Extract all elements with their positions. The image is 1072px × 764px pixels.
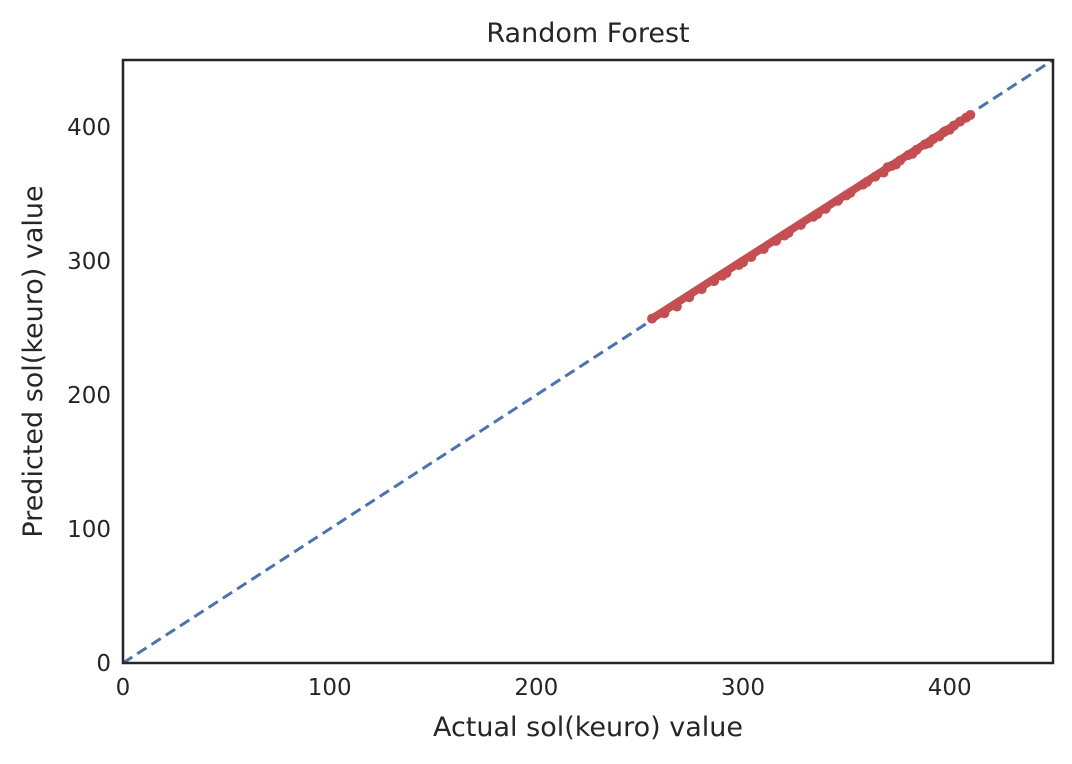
x-tick-label: 200 — [514, 675, 558, 701]
data-point — [721, 268, 732, 279]
y-tick-label: 300 — [67, 249, 111, 275]
x-axis-ticks: 0 100 200 300 400 — [116, 675, 972, 701]
data-point — [738, 257, 748, 268]
x-tick-label: 400 — [928, 675, 972, 701]
y-tick-label: 200 — [67, 383, 111, 409]
data-point — [895, 155, 906, 166]
x-tick-label: 0 — [116, 675, 131, 701]
x-tick-label: 100 — [308, 675, 352, 701]
data-point — [795, 219, 806, 230]
y-tick-label: 100 — [67, 517, 111, 543]
data-point — [771, 235, 782, 246]
data-point — [862, 176, 872, 187]
data-point — [845, 187, 856, 198]
x-axis-label: Actual sol(keuro) value — [433, 712, 743, 743]
y-tick-label: 0 — [96, 651, 111, 677]
y-axis-label: Predicted sol(keuro) value — [18, 185, 49, 537]
data-point — [684, 292, 695, 303]
data-point — [696, 284, 707, 295]
data-point — [870, 171, 881, 182]
data-point — [709, 276, 720, 287]
x-tick-label: 300 — [721, 675, 765, 701]
plot-frame — [121, 58, 1055, 665]
data-point — [758, 243, 769, 254]
data-point — [647, 313, 658, 324]
plot-area — [122, 58, 1054, 665]
chart-title: Random Forest — [486, 18, 689, 49]
data-point — [965, 109, 976, 120]
data-point — [911, 144, 922, 155]
data-point — [783, 227, 794, 238]
data-point — [820, 203, 831, 214]
data-point — [746, 251, 757, 262]
data-point — [671, 301, 682, 312]
y-axis-ticks: 0 100 200 300 400 — [67, 115, 111, 677]
data-point — [833, 195, 844, 206]
data-point — [812, 209, 823, 220]
data-point — [659, 308, 670, 319]
y-tick-label: 400 — [67, 115, 111, 141]
